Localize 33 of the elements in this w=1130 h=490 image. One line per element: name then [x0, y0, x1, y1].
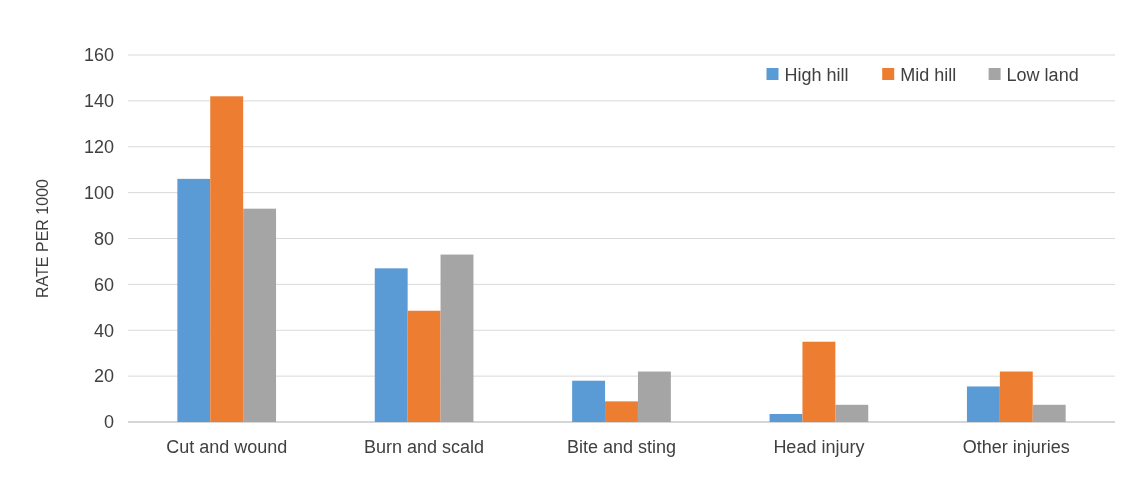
x-tick-label: Other injuries — [962, 437, 1070, 457]
bar — [769, 413, 803, 422]
bar — [966, 386, 1000, 422]
x-tick-label: Cut and wound — [166, 437, 288, 457]
y-axis-title: RATE PER 1000 — [34, 178, 51, 298]
bar — [440, 254, 474, 422]
bar — [407, 310, 441, 422]
y-tick-label: 100 — [83, 182, 114, 203]
bar — [999, 371, 1033, 422]
bar — [605, 401, 638, 422]
y-tick-label: 40 — [93, 320, 114, 341]
bar — [177, 178, 211, 422]
legend-label: High hill — [784, 65, 849, 86]
legend-label: Mid hill — [900, 65, 957, 86]
x-tick-label: Head injury — [773, 437, 865, 457]
bar — [1032, 404, 1066, 422]
y-tick-label: 120 — [83, 137, 114, 158]
y-tick-label: 160 — [83, 45, 114, 66]
y-tick-label: 20 — [93, 366, 114, 387]
y-tick-label: 0 — [103, 412, 114, 433]
bar — [243, 208, 277, 422]
bar — [572, 380, 606, 422]
y-tick-label: 80 — [93, 228, 114, 249]
bar — [374, 268, 408, 422]
x-tick-label: Burn and scald — [364, 437, 485, 457]
bar — [637, 371, 671, 422]
x-tick-label: Bite and sting — [566, 437, 677, 457]
legend-label: Low land — [1006, 65, 1079, 86]
bar — [210, 96, 244, 422]
bar — [835, 404, 869, 422]
y-tick-label: 140 — [83, 91, 114, 112]
y-tick-label: 60 — [93, 274, 114, 295]
bar — [802, 341, 836, 422]
